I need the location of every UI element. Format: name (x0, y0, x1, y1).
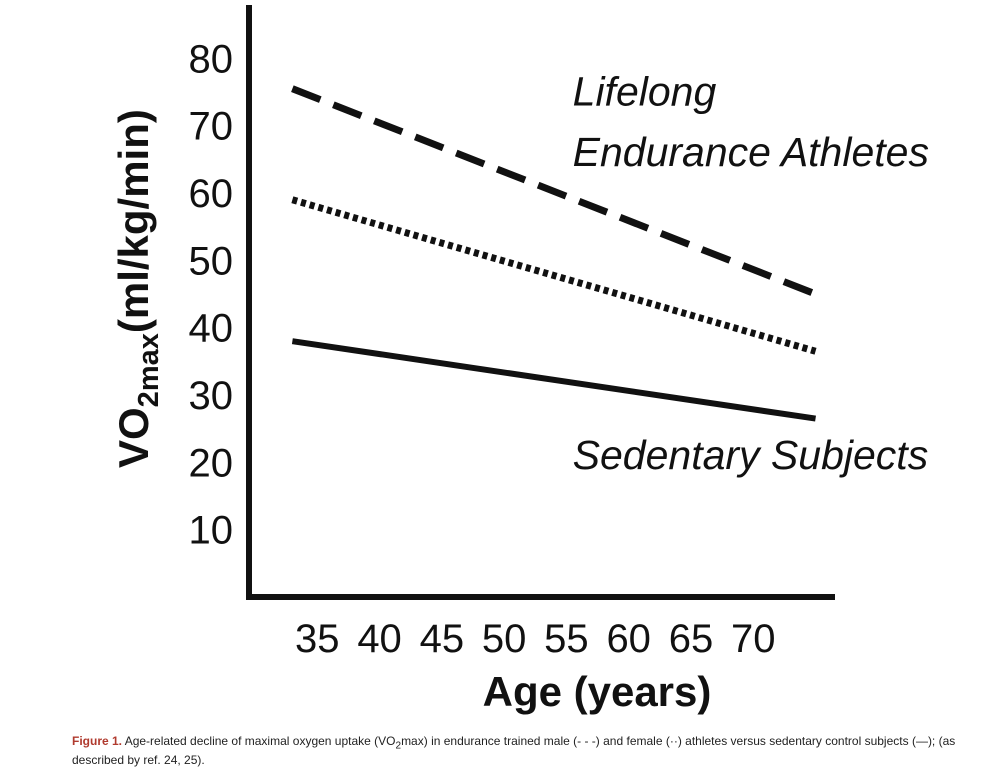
annotation-text: Lifelong (573, 69, 717, 115)
figure-caption: Figure 1. Age-related decline of maximal… (72, 734, 982, 768)
caption-label: Figure 1. (72, 734, 123, 748)
x-tick-label: 45 (420, 617, 465, 661)
y-axis-label: VO2max(ml/kg/min) (110, 109, 165, 468)
caption-text-b: max) in endurance trained male (- - -) a… (72, 734, 956, 768)
y-axis-label-subscript: 2max (133, 333, 165, 407)
x-tick-label: 65 (669, 617, 714, 661)
annotation-text: Sedentary Subjects (573, 432, 929, 478)
annotations: Lifelong Endurance Athletes Sedentary Subj… (573, 69, 929, 479)
x-tick-label: 60 (606, 617, 651, 661)
y-axis-label-prefix: VO (110, 407, 157, 468)
series-line-dotted (291, 196, 817, 355)
y-tick-label: 70 (189, 105, 234, 149)
x-tick-label: 55 (544, 617, 589, 661)
series-lines (291, 85, 817, 422)
y-tick-label: 10 (189, 509, 234, 553)
series-line-solid (291, 338, 816, 422)
y-tick-label: 80 (189, 37, 234, 81)
x-tick-label: 50 (482, 617, 527, 661)
x-tick-label: 70 (731, 617, 776, 661)
y-tick-label: 60 (189, 172, 234, 216)
x-tick-label: 35 (295, 617, 340, 661)
y-tick-labels: 10 20 30 40 50 60 70 80 (189, 37, 234, 552)
caption-subscript: 2 (395, 740, 402, 752)
y-axis-label-suffix: (ml/kg/min) (110, 109, 157, 333)
annotation-text: Endurance Athletes (573, 129, 929, 175)
y-tick-label: 40 (189, 307, 234, 351)
series-line-dashed (291, 85, 817, 298)
x-tick-label: 40 (357, 617, 402, 661)
vo2max-chart: 10 20 30 40 50 60 70 80 35 40 45 50 55 60 65 70 Lifelo… (110, 5, 929, 715)
y-tick-label: 30 (189, 374, 234, 418)
caption-text-a: Age-related decline of maximal oxygen up… (124, 734, 396, 748)
x-tick-labels: 35 40 45 50 55 60 65 70 (295, 617, 775, 661)
x-axis-label: Age (years) (483, 668, 712, 715)
y-tick-label: 50 (189, 239, 234, 283)
y-tick-label: 20 (189, 441, 234, 485)
